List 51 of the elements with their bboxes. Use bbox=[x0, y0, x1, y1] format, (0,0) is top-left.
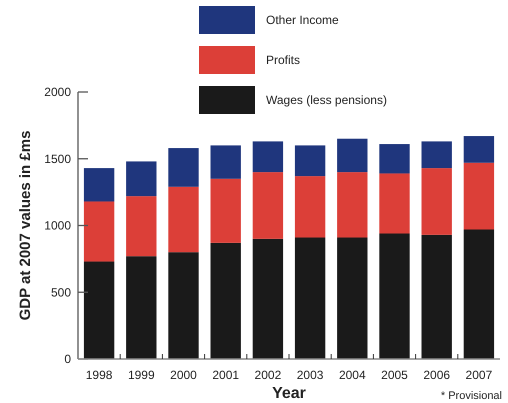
bar bbox=[337, 138, 368, 172]
bar bbox=[379, 234, 410, 359]
bar bbox=[294, 176, 326, 238]
y-tick-label: 1500 bbox=[44, 152, 72, 166]
bar bbox=[210, 178, 241, 243]
y-tick-label: 1000 bbox=[44, 218, 72, 233]
x-tick-label: 2007 bbox=[466, 368, 493, 382]
y-tick-label: 500 bbox=[50, 285, 72, 300]
x-tick-label: 1999 bbox=[128, 368, 155, 382]
bar bbox=[294, 145, 326, 176]
bar bbox=[422, 234, 452, 359]
x-tick-label: 2002 bbox=[254, 368, 282, 382]
x-tick-label: 2006 bbox=[423, 368, 450, 382]
x-axis-title: Year bbox=[272, 385, 306, 402]
bar bbox=[252, 238, 284, 359]
bar bbox=[294, 238, 326, 359]
bar bbox=[337, 172, 368, 238]
legend-label: Other Income bbox=[266, 13, 340, 28]
x-tick-label: 2001 bbox=[212, 368, 240, 382]
bar bbox=[168, 148, 199, 187]
bar bbox=[464, 230, 494, 359]
x-tick-label: 2004 bbox=[338, 368, 366, 382]
bar bbox=[252, 172, 284, 239]
bar bbox=[84, 168, 114, 202]
bar bbox=[422, 141, 452, 168]
bar bbox=[84, 201, 114, 262]
x-tick-label: 2005 bbox=[381, 368, 408, 382]
bar bbox=[84, 262, 114, 359]
x-tick-label: 2000 bbox=[170, 368, 198, 382]
bar bbox=[464, 162, 494, 230]
bar bbox=[252, 141, 284, 172]
bar bbox=[168, 252, 199, 359]
bar bbox=[168, 186, 199, 252]
bar bbox=[210, 145, 241, 179]
y-axis-title: GDP at 2007 values in £ms bbox=[17, 130, 34, 320]
bar bbox=[422, 168, 452, 235]
bar bbox=[126, 196, 156, 256]
y-tick-label: 0 bbox=[64, 352, 72, 366]
bar bbox=[379, 144, 410, 174]
bar bbox=[126, 161, 156, 196]
legend-label: Profits bbox=[266, 53, 300, 68]
legend-label: Wages (less pensions) bbox=[266, 93, 387, 108]
y-tick-label: 2000 bbox=[44, 85, 72, 100]
x-tick-label: 1998 bbox=[86, 368, 113, 382]
x-tick-label: 2003 bbox=[296, 368, 324, 382]
bar bbox=[464, 136, 494, 163]
bar bbox=[337, 238, 368, 359]
text: * Provisional bbox=[440, 390, 502, 402]
bar bbox=[210, 242, 241, 359]
bar bbox=[126, 256, 156, 359]
bar bbox=[379, 173, 410, 234]
